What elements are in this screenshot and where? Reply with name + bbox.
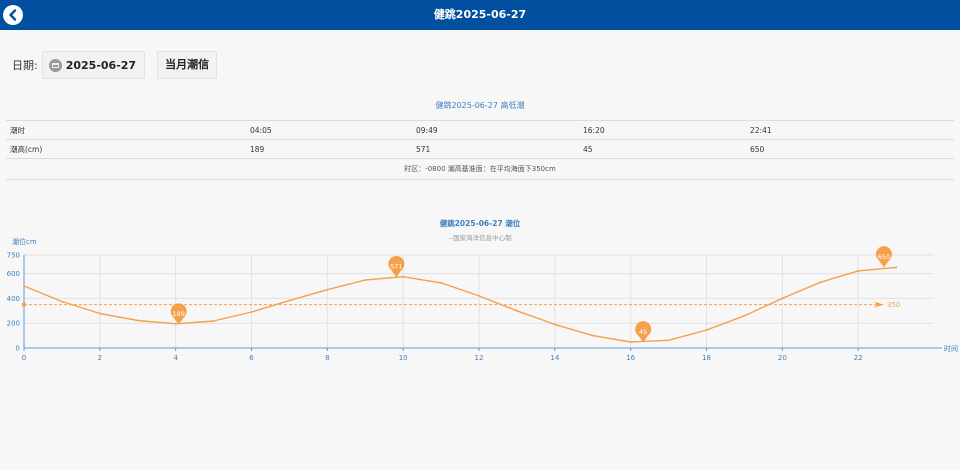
data-point	[819, 281, 822, 284]
x-tick-label: 6	[249, 354, 254, 362]
data-point	[705, 329, 708, 332]
date-picker-button[interactable]: 2025-06-27	[41, 51, 146, 79]
data-point	[326, 288, 329, 291]
data-point	[174, 322, 177, 325]
data-point	[781, 297, 784, 300]
table-cell: 189	[246, 139, 412, 159]
x-tick-label: 14	[550, 354, 559, 362]
reference-label: 350	[887, 301, 900, 309]
x-tick-label: 4	[173, 354, 178, 362]
marker-pin	[170, 303, 187, 325]
data-point	[857, 269, 860, 272]
y-tick-label: 600	[7, 270, 20, 278]
marker-pin	[388, 255, 405, 278]
x-tick-label: 16	[626, 354, 635, 362]
data-point	[553, 323, 556, 326]
tide-chart: 0 200 400 600 750 0 2 4 6 8 10 12 14 16 18 20 22 潮位cm 时间 35…	[7, 237, 958, 362]
tide-table-title: 健跳2025-06-27 高低潮	[435, 101, 525, 110]
divider	[6, 179, 954, 180]
y-tick-label: 750	[7, 252, 20, 260]
table-cell: 16:20	[579, 120, 746, 140]
x-tick-label: 10	[399, 354, 408, 362]
date-label: 日期:	[12, 59, 38, 72]
data-point	[440, 281, 443, 284]
x-tick-label: 22	[854, 354, 863, 362]
table-cell: 650	[746, 139, 954, 159]
marker-label: 571	[390, 263, 402, 271]
calendar-icon	[48, 58, 62, 72]
y-tick-label: 0	[16, 345, 20, 353]
x-tick-label: 2	[98, 354, 102, 362]
date-row: 日期: 2025-06-27 当月潮信	[12, 51, 218, 79]
data-point	[250, 311, 253, 314]
x-axis-label: 时间	[944, 344, 958, 353]
data-point	[629, 341, 632, 344]
row-label: 潮高(cm)	[6, 139, 246, 159]
back-arrow-icon	[9, 9, 17, 21]
date-value: 2025-06-27	[65, 58, 137, 72]
data-point	[667, 339, 670, 342]
reference-start-point	[21, 302, 27, 307]
x-tick-label: 0	[22, 354, 26, 362]
marker-label: 189	[172, 310, 184, 318]
table-cell: 09:49	[412, 120, 579, 140]
reference-arrow-icon	[874, 301, 884, 308]
table-cell: 04:05	[246, 120, 412, 140]
data-point	[895, 266, 898, 269]
data-point	[212, 319, 215, 322]
table-row: 潮时 04:05 09:49 16:20 22:41	[6, 120, 954, 140]
data-point	[478, 294, 480, 297]
x-tick-label: 18	[702, 354, 711, 362]
y-tick-label: 200	[7, 320, 20, 328]
tide-table: 潮时 04:05 09:49 16:20 22:41 潮高(cm) 189 57…	[6, 120, 954, 159]
y-axis-label: 潮位cm	[12, 237, 37, 246]
marker-pin	[875, 246, 892, 268]
data-point	[23, 285, 25, 287]
data-point	[591, 334, 594, 337]
month-tide-button[interactable]: 当月潮信	[157, 51, 218, 79]
data-point	[515, 309, 518, 312]
data-point	[402, 275, 405, 278]
marker-label: 650	[878, 253, 890, 261]
table-cell: 22:41	[746, 120, 954, 140]
chart-title: 健跳2025-06-27 潮位	[439, 219, 521, 228]
data-point	[288, 299, 291, 302]
back-button[interactable]	[3, 5, 23, 25]
x-tick-label: 8	[325, 354, 329, 362]
data-point	[743, 314, 746, 317]
page-title: 健跳2025-06-27	[433, 8, 527, 21]
marker-label: 45	[639, 328, 647, 336]
table-note: 时区：-0800 潮高基准面：在平均海面下350cm	[404, 165, 556, 173]
x-tick-label: 20	[778, 354, 787, 362]
table-cell: 45	[579, 139, 746, 159]
series-line	[23, 266, 897, 343]
x-tick-label: 12	[475, 354, 484, 362]
table-cell: 571	[412, 139, 579, 159]
marker-pin	[635, 321, 652, 343]
data-point	[98, 312, 101, 315]
data-point	[60, 300, 63, 303]
table-row: 潮高(cm) 189 571 45 650	[6, 139, 954, 159]
top-bar: 健跳2025-06-27	[0, 0, 960, 30]
row-label: 潮时	[6, 120, 246, 140]
data-point	[136, 319, 139, 322]
y-tick-label: 400	[7, 295, 20, 303]
chart-subtitle: --国家海洋信息中心制	[448, 234, 512, 242]
data-point	[364, 279, 367, 282]
